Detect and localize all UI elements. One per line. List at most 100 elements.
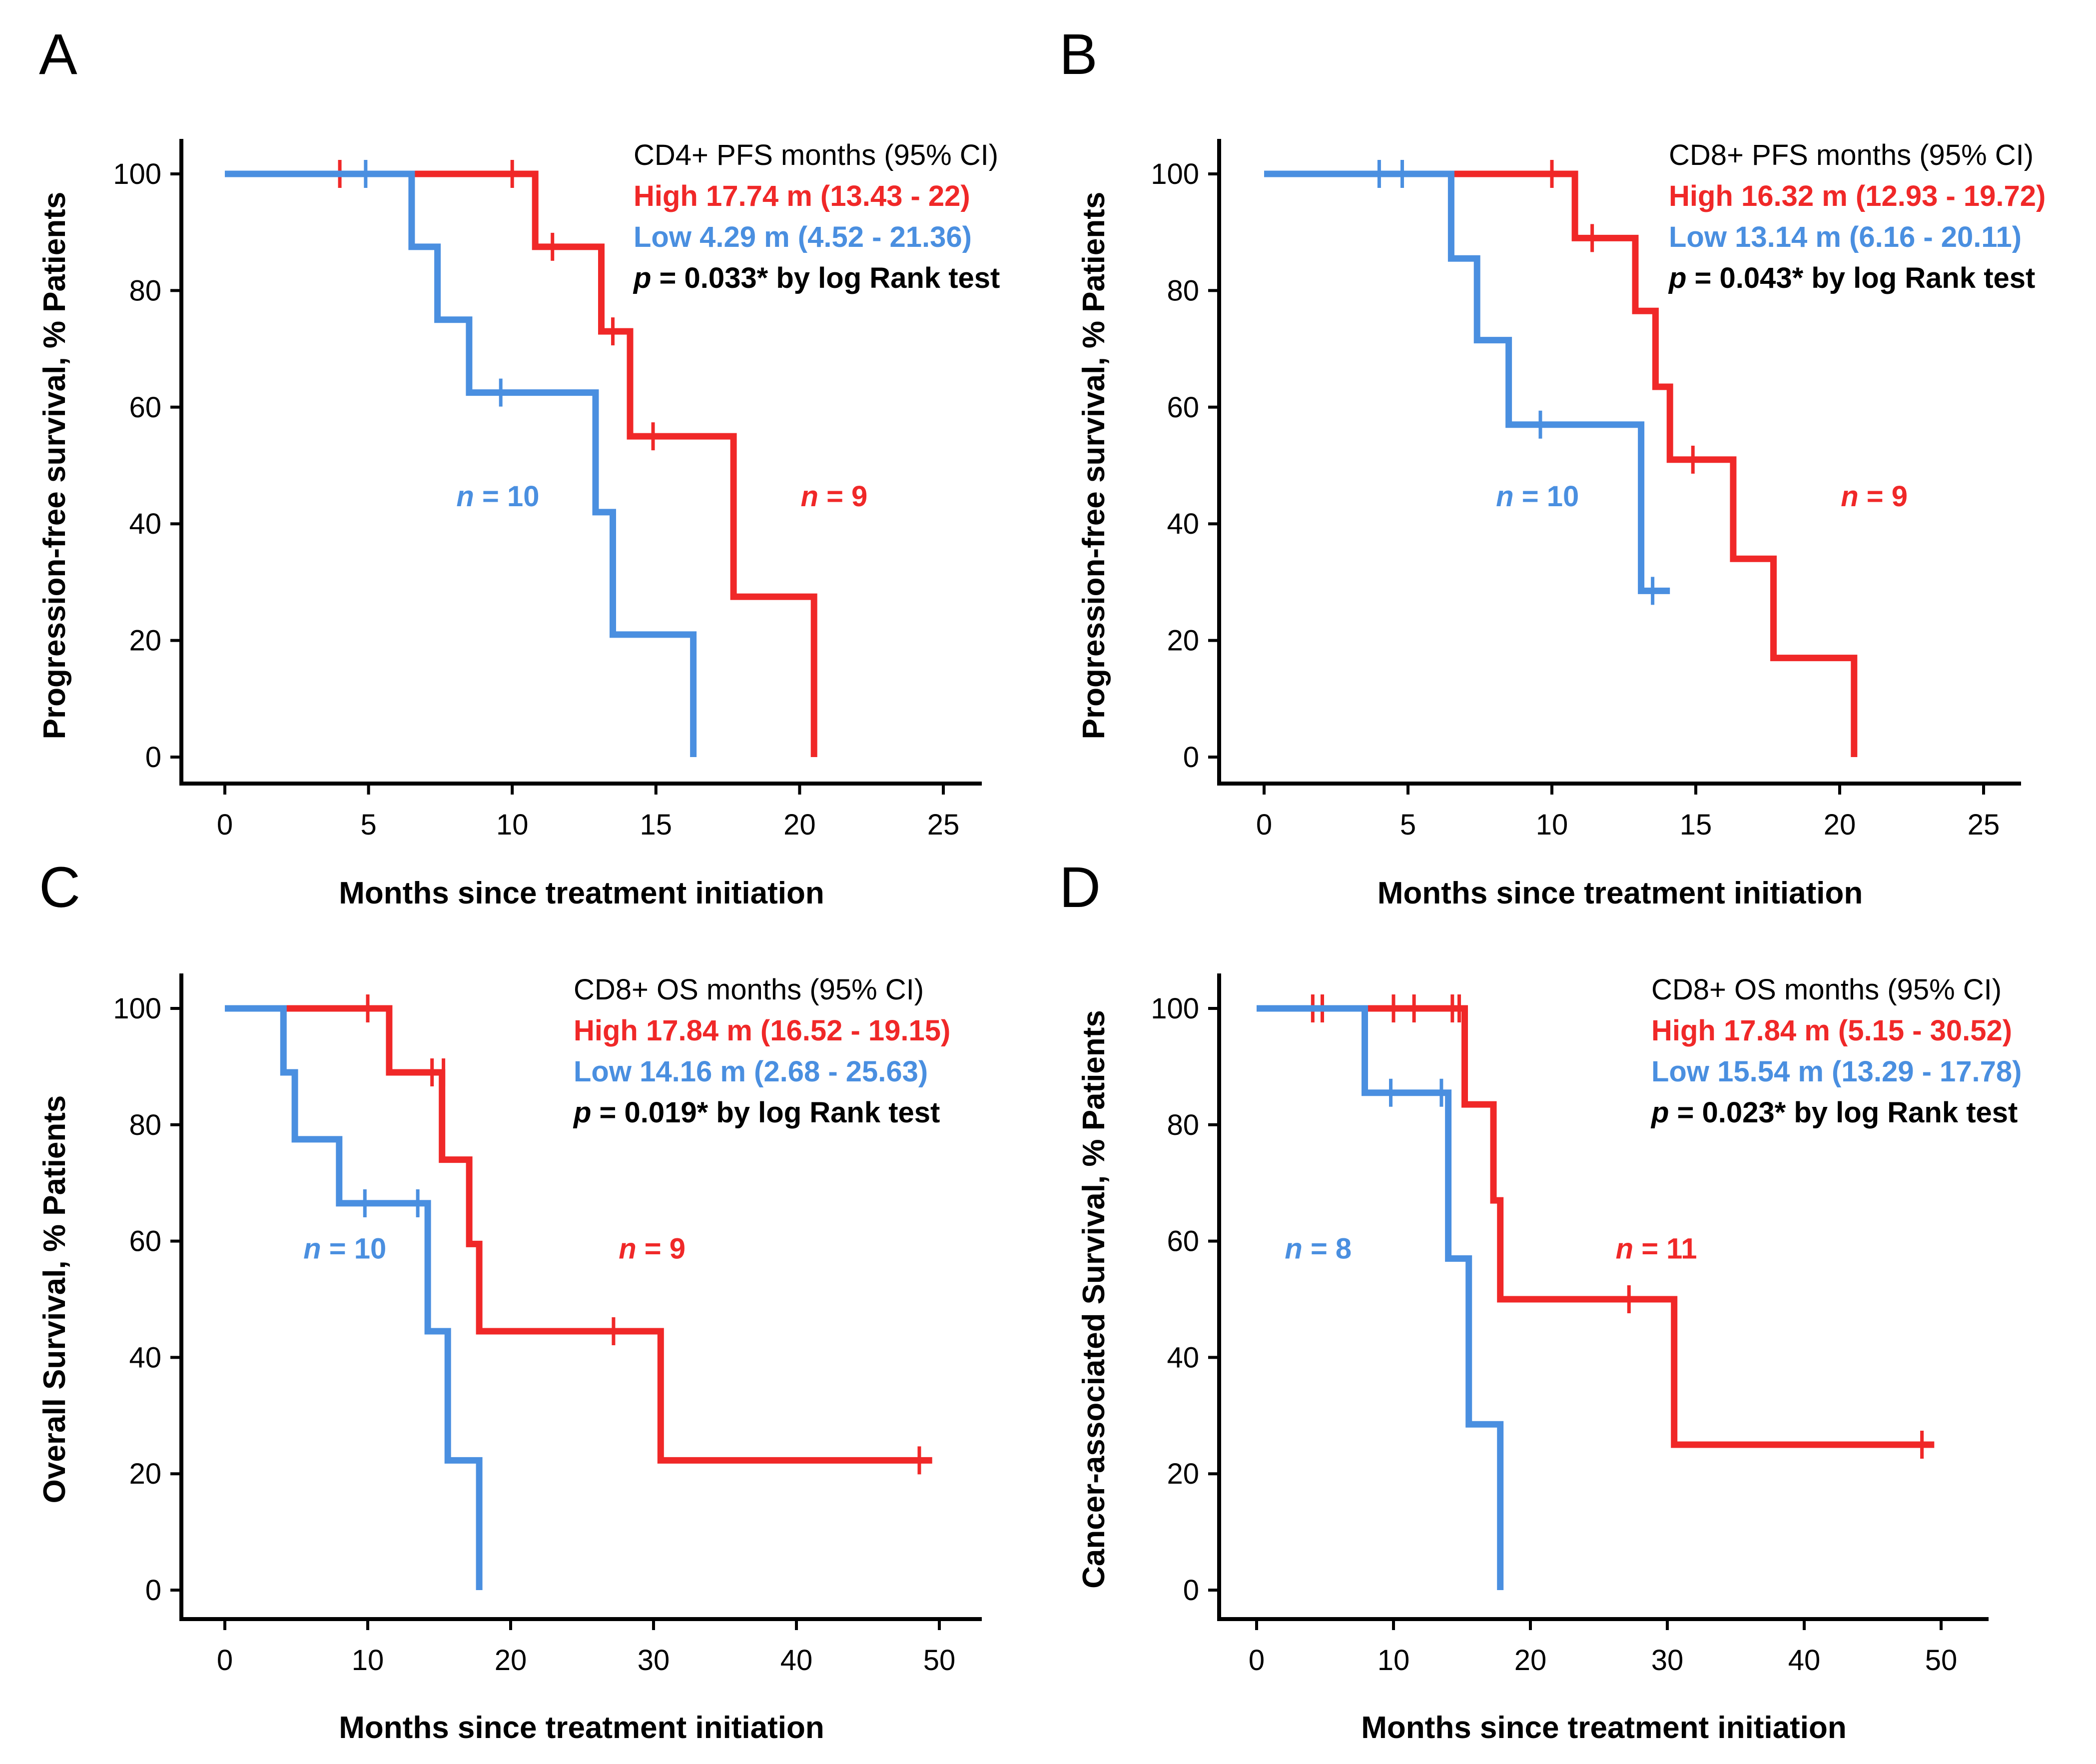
legend-high: High 16.32 m (12.93 - 19.72) <box>1669 180 2046 212</box>
x-tick-label: 0 <box>1256 809 1272 841</box>
n-value: = 11 <box>1633 1233 1697 1265</box>
y-tick-label: 60 <box>1167 1225 1199 1258</box>
series-low: n = 8 <box>1257 1005 1504 1590</box>
axes-frame <box>1217 139 2021 786</box>
y-axis-title: Progression-free survival, % Patients <box>1077 192 1111 740</box>
n-label-low: n = 8 <box>1285 1233 1352 1265</box>
x-tick-label: 25 <box>927 809 960 841</box>
x-axis-title: Months since treatment initiation <box>339 1711 824 1745</box>
legend-high: High 17.84 m (16.52 - 19.15) <box>574 1014 950 1047</box>
axes-frame <box>1217 973 1989 1621</box>
legend-high: High 17.74 m (13.43 - 22) <box>634 180 970 212</box>
p-symbol: p <box>1668 262 1686 294</box>
x-tick-label: 0 <box>1249 1644 1265 1677</box>
p-symbol: p <box>573 1096 591 1129</box>
p-value-text: = 0.023* by log Rank test <box>1669 1096 2018 1129</box>
n-value: = 10 <box>474 480 540 513</box>
y-tick-label: 80 <box>129 274 161 307</box>
series-low: n = 10 <box>225 160 697 757</box>
y-tick-label: 0 <box>145 1574 161 1607</box>
n-symbol: n <box>1285 1233 1302 1265</box>
n-value: = 8 <box>1303 1233 1352 1265</box>
legend-low: Low 14.16 m (2.68 - 25.63) <box>574 1055 928 1088</box>
n-label-high: n = 9 <box>619 1233 686 1265</box>
km-curve-high <box>225 170 817 757</box>
y-tick-label: 80 <box>129 1109 161 1141</box>
legend-header: CD8+ OS months (95% CI) <box>574 973 924 1006</box>
legend-p-value: p = 0.033* by log Rank test <box>633 262 1000 294</box>
legend-p-value: p = 0.023* by log Rank test <box>1650 1096 2018 1129</box>
y-tick-label: 40 <box>129 508 161 540</box>
y-axis-title: Cancer-associated Survival, % Patients <box>1077 1010 1111 1589</box>
legend-low: Low 15.54 m (13.29 - 17.78) <box>1651 1055 2022 1088</box>
y-tick-label: 0 <box>1183 1574 1199 1607</box>
n-label-high: n = 9 <box>1841 480 1908 513</box>
legend-low: Low 4.29 m (4.52 - 21.36) <box>634 221 972 253</box>
chart-panel-a: A 0 20 40 60 80 100 0 5 10 15 20 25 Months since trea… <box>37 22 1000 910</box>
x-tick-label: 10 <box>1536 809 1568 841</box>
n-symbol: n <box>619 1233 636 1265</box>
n-label-low: n = 10 <box>456 480 539 513</box>
x-tick-label: 10 <box>496 809 529 841</box>
y-axis-title: Overall Survival, % Patients <box>37 1095 72 1504</box>
y-tick-label: 0 <box>1183 741 1199 774</box>
legend-header: CD4+ PFS months (95% CI) <box>634 139 998 171</box>
y-tick-label: 20 <box>129 625 161 657</box>
legend-low: Low 13.14 m (6.16 - 20.11) <box>1669 221 2022 253</box>
km-curve-low <box>1264 170 1670 594</box>
y-axis-title: Progression-free survival, % Patients <box>37 192 72 740</box>
n-symbol: n <box>303 1233 321 1265</box>
axes-frame <box>179 973 982 1621</box>
x-tick-label: 15 <box>1680 809 1712 841</box>
y-tick-label: 40 <box>1167 508 1199 540</box>
x-axis-title: Months since treatment initiation <box>339 876 824 910</box>
x-tick-label: 10 <box>352 1644 384 1677</box>
y-tick-label: 60 <box>129 1225 161 1258</box>
x-tick-label: 20 <box>495 1644 527 1677</box>
km-curve-high <box>1264 170 1858 757</box>
x-tick-label: 25 <box>1968 809 2000 841</box>
series-high: n = 9 <box>225 994 932 1475</box>
x-tick-label: 0 <box>217 809 233 841</box>
panel-letter: C <box>39 856 80 919</box>
n-symbol: n <box>1841 480 1858 513</box>
y-tick-label: 20 <box>1167 1458 1199 1490</box>
x-tick-label: 5 <box>1400 809 1416 841</box>
series-low: n = 10 <box>1264 160 1670 605</box>
y-tick-label: 100 <box>113 992 161 1025</box>
p-value-text: = 0.043* by log Rank test <box>1686 262 2035 294</box>
series-high: n = 11 <box>1257 994 1935 1459</box>
y-tick-label: 100 <box>1151 158 1199 190</box>
y-tick-label: 60 <box>1167 391 1199 424</box>
y-tick-label: 100 <box>113 158 161 190</box>
n-label-low: n = 10 <box>1496 480 1579 513</box>
x-tick-label: 5 <box>360 809 376 841</box>
series-high: n = 9 <box>1264 160 1908 757</box>
p-symbol: p <box>1650 1096 1669 1129</box>
legend: CD8+ OS months (95% CI) High 17.84 m (5.1… <box>1650 973 2022 1129</box>
x-tick-label: 0 <box>217 1644 233 1677</box>
x-tick-label: 50 <box>923 1644 956 1677</box>
y-tick-label: 40 <box>129 1341 161 1374</box>
n-value: = 10 <box>321 1233 387 1265</box>
km-curve-low <box>225 170 697 757</box>
x-axis-title: Months since treatment initiation <box>1361 1711 1846 1745</box>
p-value-text: = 0.033* by log Rank test <box>651 262 1000 294</box>
legend: CD8+ OS months (95% CI) High 17.84 m (16.… <box>573 973 950 1129</box>
x-tick-label: 40 <box>1788 1644 1821 1677</box>
n-value: = 9 <box>818 480 867 513</box>
n-value: = 9 <box>637 1233 686 1265</box>
y-tick-label: 20 <box>1167 625 1199 657</box>
km-curve-high <box>1257 1005 1935 1448</box>
y-tick-label: 60 <box>129 391 161 424</box>
panel-letter: B <box>1059 22 1098 86</box>
y-tick-label: 100 <box>1151 992 1199 1025</box>
legend-header: CD8+ OS months (95% CI) <box>1651 973 2002 1006</box>
x-tick-label: 10 <box>1378 1644 1410 1677</box>
x-tick-label: 30 <box>1651 1644 1684 1677</box>
legend-p-value: p = 0.043* by log Rank test <box>1668 262 2035 294</box>
n-label-high: n = 11 <box>1616 1233 1697 1265</box>
x-tick-label: 40 <box>780 1644 813 1677</box>
chart-panel-b: B 0 20 40 60 80 100 0 5 10 15 20 25 Months since trea… <box>1059 22 2046 910</box>
